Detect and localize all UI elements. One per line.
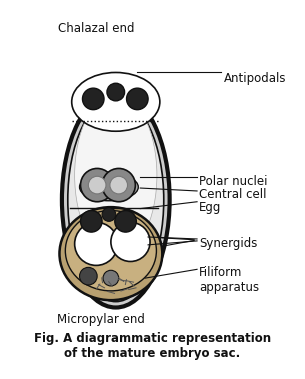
Circle shape [82,88,104,110]
Circle shape [81,211,102,232]
Circle shape [115,211,136,232]
Circle shape [107,83,124,101]
Circle shape [111,222,150,262]
Text: Central cell: Central cell [199,188,267,201]
Circle shape [75,222,118,265]
Ellipse shape [72,72,160,131]
Ellipse shape [80,173,138,201]
Ellipse shape [62,92,170,307]
Text: Antipodals: Antipodals [224,72,286,86]
Circle shape [110,176,127,194]
Circle shape [102,208,116,221]
Text: Micropylar end: Micropylar end [57,313,145,326]
Ellipse shape [65,211,156,291]
Circle shape [127,88,148,110]
Text: Synergids: Synergids [199,237,257,250]
Circle shape [80,267,97,285]
Ellipse shape [59,207,162,300]
Ellipse shape [68,98,164,302]
Circle shape [102,168,135,202]
Text: Filiform
apparatus: Filiform apparatus [199,266,259,294]
Text: Egg: Egg [199,201,221,214]
Text: Fig. A diagrammatic representation
of the mature embryo sac.: Fig. A diagrammatic representation of th… [34,332,271,360]
Text: Polar nuclei: Polar nuclei [199,175,267,188]
Text: Chalazal end: Chalazal end [58,22,135,34]
Circle shape [88,176,106,194]
Circle shape [81,168,114,202]
Ellipse shape [75,94,157,256]
Circle shape [103,270,119,286]
